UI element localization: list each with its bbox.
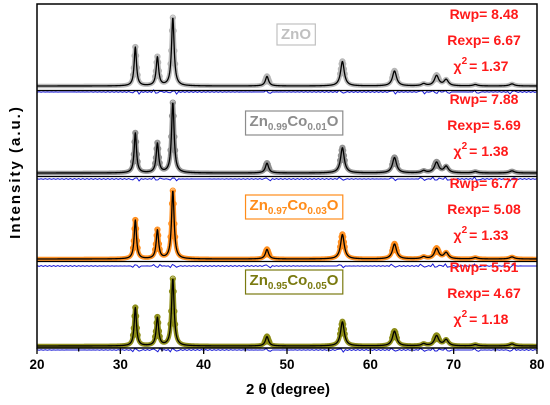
x-tick-label: 70 [446,357,461,372]
observed-point [392,69,399,76]
chi-value: = 1.18 [469,311,509,327]
observed-point [435,249,442,256]
calculated-profile-3 [36,190,537,260]
x-tick-label: 20 [29,357,44,372]
observed-point [392,155,399,162]
chi-superscript: 2 [462,56,468,67]
chi-symbol: χ [454,58,462,74]
sample-label-box-4 [244,269,344,295]
observed-point [266,338,273,346]
sample-label-subscript: 0.99 [268,122,288,133]
observed-point [393,74,400,81]
sample-label-subscript: 0.05 [307,281,327,292]
chi-value: = 1.33 [469,227,509,243]
chi-superscript: 2 [462,141,468,152]
sample-label-box-1 [276,23,316,46]
sample-label-part: O [327,197,339,214]
rwp-label-4: Rwp= 5.51 [450,259,519,275]
sample-label-subscript: 0.97 [268,206,288,217]
axes-layer: 20 30 40 50 60 70 80 [29,3,545,372]
observed-point [435,336,442,343]
sample-label-box-3 [244,194,344,220]
panel-3: Zn0.97Co0.03O Rwp= 6.77 Rexp= 5.08 χ2 = 1.33 [35,175,539,269]
rexp-label-4: Rexp= 4.67 [447,285,521,301]
x-tick-label: 50 [279,357,294,372]
sample-label-part: Zn [250,113,268,130]
sample-label-part: O [327,272,339,289]
sample-label-subscript: 0.95 [268,281,288,292]
sample-label-subscript: 0.01 [307,122,327,133]
difference-curve-1 [36,89,538,95]
rexp-label-3: Rexp= 5.08 [447,201,521,217]
sample-label-part: Co [287,113,307,130]
chi-symbol: χ [454,311,462,327]
sample-label-part: Zn [250,197,268,214]
calculated-profile-4 [36,278,537,347]
chi-square-label-1: χ2 = 1.37 [454,56,509,74]
chi-value: = 1.37 [469,58,509,74]
calculated-profile-2 [36,102,537,174]
sample-label-part: O [327,113,339,130]
chi-value: = 1.38 [469,143,509,159]
x-axis-title: 2 θ (degree) [246,381,330,398]
observed-point [393,247,400,254]
rwp-label-2: Rwp= 7.88 [450,91,519,107]
rexp-label-1: Rexp= 6.67 [447,32,521,48]
rwp-label-1: Rwp= 8.48 [450,6,519,22]
observed-point [266,251,273,259]
sample-label-subscript: 0.03 [307,206,327,217]
observed-point [392,329,399,336]
chi-symbol: χ [454,143,462,159]
observed-point [435,76,442,83]
chi-square-label-4: χ2 = 1.18 [454,309,509,327]
x-tick-label: 30 [113,357,128,372]
sample-label-1: ZnO [281,26,311,43]
sample-label-2: Zn0.99Co0.01O [250,113,339,133]
sample-label-part: ZnO [281,26,311,43]
x-tick-label: 60 [363,357,378,372]
x-tick-label: 80 [529,357,544,372]
observed-point [393,161,400,168]
observed-point [266,78,273,86]
chi-superscript: 2 [462,309,468,320]
difference-curve-3 [36,263,538,269]
sample-label-4: Zn0.95Co0.05O [250,272,339,292]
x-tick-label: 40 [196,357,211,372]
observed-point [392,242,399,249]
observed-point [435,162,442,170]
observed-point [339,144,346,151]
sample-label-part: Zn [250,272,268,289]
observed-point [266,165,273,172]
difference-curve-2 [36,176,538,182]
rexp-label-2: Rexp= 5.69 [447,117,521,133]
chi-symbol: χ [454,227,462,243]
rwp-label-3: Rwp= 6.77 [450,175,519,191]
observed-point [393,334,400,342]
sample-label-part: Co [287,272,307,289]
chi-superscript: 2 [462,225,468,236]
chi-square-label-3: χ2 = 1.33 [454,225,509,243]
sample-label-part: Co [287,197,307,214]
y-axis-title: Intensity (a.u.) [7,105,24,239]
calculated-profile-1 [36,17,537,87]
panel-4: Zn0.95Co0.05O Rwp= 5.51 Rexp= 4.67 χ2 = 1.18 [35,259,539,353]
chi-square-label-2: χ2 = 1.38 [454,141,509,159]
panel-1: ZnO Rwp= 8.48 Rexp= 6.67 χ2 = 1.37 [35,6,539,95]
sample-label-3: Zn0.97Co0.03O [250,197,339,217]
sample-label-box-2 [244,110,344,136]
panel-2: Zn0.99Co0.01O Rwp= 7.88 Rexp= 5.69 χ2 = 1.38 [35,91,539,182]
